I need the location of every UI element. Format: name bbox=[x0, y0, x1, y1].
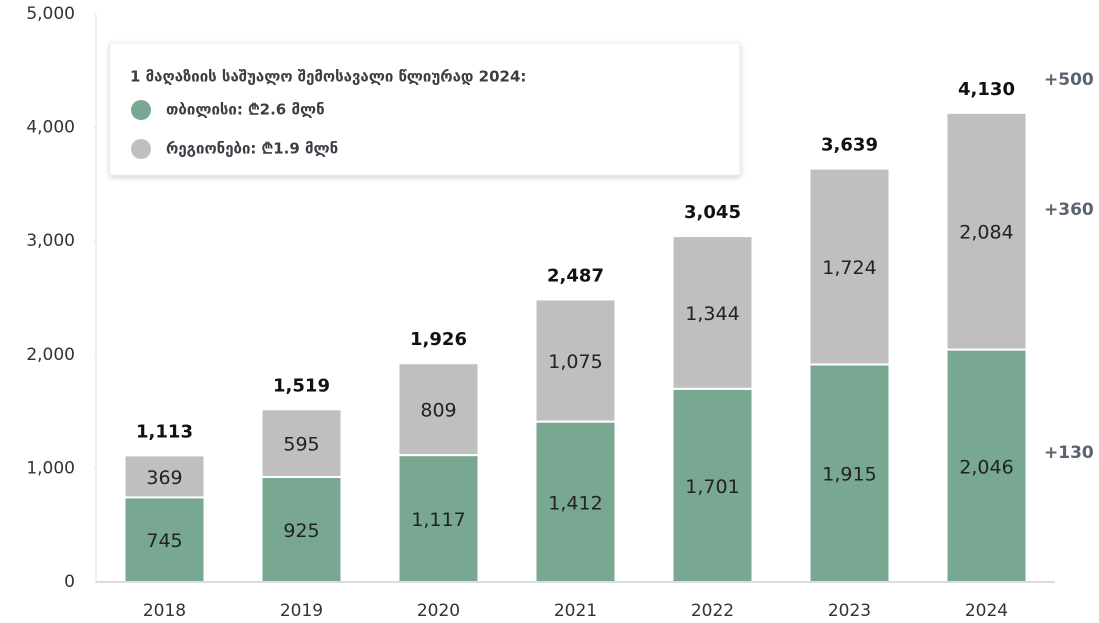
segment-label: 1,724 bbox=[822, 257, 876, 279]
x-tick-label: 2020 bbox=[417, 601, 460, 621]
bar-segment bbox=[945, 348, 1028, 583]
x-tick-label: 2018 bbox=[143, 601, 186, 621]
x-tick-label: 2024 bbox=[965, 601, 1008, 621]
segment-label: 809 bbox=[420, 400, 456, 422]
y-tick-label: 2,000 bbox=[26, 345, 75, 365]
legend-title: 1 მაღაზიის საშუალო შემოსავალი წლიურად 20… bbox=[130, 68, 526, 86]
total-label: 4,130 bbox=[958, 79, 1015, 100]
segment-label: 595 bbox=[283, 434, 319, 456]
bar-segment bbox=[945, 111, 1028, 351]
legend-swatch bbox=[131, 139, 151, 159]
annotation: +360 bbox=[1044, 200, 1094, 220]
x-tick-label: 2021 bbox=[554, 601, 597, 621]
x-tick-label: 2019 bbox=[280, 601, 323, 621]
segment-label: 1,075 bbox=[548, 351, 602, 373]
segment-label: 2,084 bbox=[959, 222, 1013, 244]
bar-segment bbox=[808, 363, 891, 583]
legend-label: რეგიონები: ₾1.9 მლნ bbox=[166, 140, 338, 158]
segment-label: 1,701 bbox=[685, 476, 739, 498]
bar-segment bbox=[397, 454, 480, 583]
bar-segment bbox=[808, 167, 891, 366]
bar-segment bbox=[397, 362, 480, 457]
y-tick-label: 0 bbox=[64, 572, 75, 592]
legend-box bbox=[109, 42, 741, 176]
segment-label: 369 bbox=[146, 467, 182, 489]
total-label: 1,519 bbox=[273, 375, 330, 396]
y-tick-label: 4,000 bbox=[26, 118, 75, 138]
bar-segment bbox=[534, 298, 617, 423]
legend-label: თბილისი: ₾2.6 მლნ bbox=[166, 101, 325, 119]
total-label: 1,926 bbox=[410, 329, 467, 350]
segment-label: 925 bbox=[283, 520, 319, 542]
total-label: 1,113 bbox=[136, 421, 193, 442]
bar-segment bbox=[260, 475, 343, 584]
bar-segment bbox=[260, 408, 343, 478]
total-label: 2,487 bbox=[547, 265, 604, 286]
annotation: +500 bbox=[1044, 70, 1094, 90]
x-tick-label: 2023 bbox=[828, 601, 871, 621]
segment-label: 2,046 bbox=[959, 456, 1013, 478]
segment-label: 745 bbox=[146, 530, 182, 552]
segment-label: 1,915 bbox=[822, 464, 876, 486]
segment-label: 1,412 bbox=[548, 492, 602, 514]
x-tick-label: 2022 bbox=[691, 601, 734, 621]
total-label: 3,639 bbox=[821, 135, 878, 156]
legend: 1 მაღაზიის საშუალო შემოსავალი წლიურად 20… bbox=[109, 42, 741, 176]
bar-segment bbox=[123, 454, 206, 499]
total-label: 3,045 bbox=[684, 202, 741, 223]
y-tick-label: 1,000 bbox=[26, 458, 75, 478]
annotation: +130 bbox=[1044, 443, 1094, 463]
segment-label: 1,117 bbox=[411, 509, 465, 531]
bar-segment bbox=[671, 235, 754, 390]
bar-segment bbox=[534, 420, 617, 583]
y-tick-label: 5,000 bbox=[26, 4, 75, 24]
y-tick-label: 3,000 bbox=[26, 231, 75, 251]
legend-swatch bbox=[131, 100, 151, 120]
segment-label: 1,344 bbox=[685, 303, 739, 325]
